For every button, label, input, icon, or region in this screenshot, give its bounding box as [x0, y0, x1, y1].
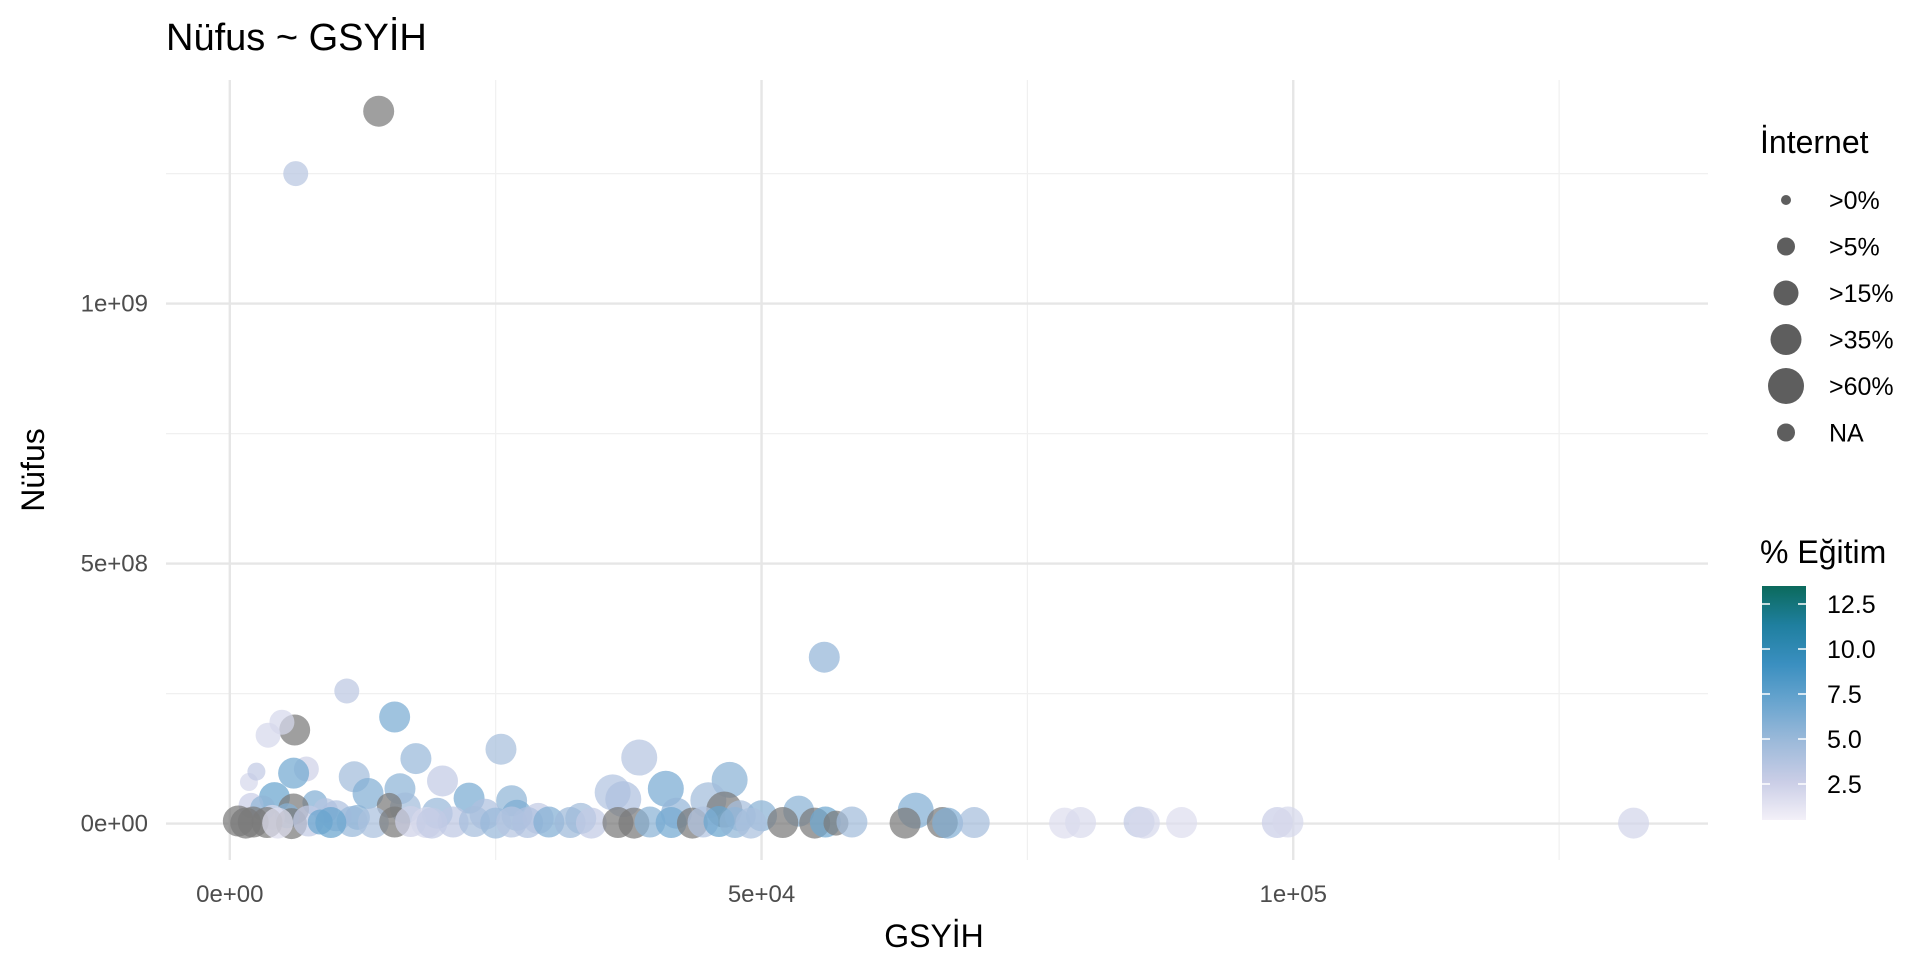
size-legend-label: >15% — [1829, 280, 1894, 308]
scatter-point — [247, 762, 266, 781]
scatter-point — [426, 765, 458, 797]
x-tick-label: 1e+05 — [1260, 881, 1327, 908]
size-legend-label: >35% — [1829, 327, 1894, 355]
scatter-point — [352, 777, 384, 809]
scatter-point — [485, 733, 517, 765]
color-legend-label: 5.0 — [1827, 726, 1862, 754]
data-points — [222, 95, 1650, 840]
x-tick-label: 0e+00 — [196, 881, 263, 908]
scatter-point — [379, 701, 411, 733]
size-legend: İnternet >0% >5% >15% >35% >60% NA — [1760, 124, 1894, 448]
y-tick-label: 0e+00 — [81, 811, 148, 838]
y-tick-label: 5e+08 — [81, 551, 148, 578]
size-legend-key — [1773, 280, 1799, 306]
scatter-point — [647, 770, 684, 807]
scatter-point — [932, 807, 964, 839]
size-legend-label: NA — [1829, 420, 1864, 448]
scatter-point — [958, 807, 990, 839]
color-legend-label: 7.5 — [1827, 681, 1862, 709]
size-legend-title: İnternet — [1760, 124, 1869, 160]
scatter-point — [416, 807, 448, 839]
scatter-point — [1272, 806, 1304, 838]
size-legend-label: >5% — [1829, 234, 1880, 262]
x-axis-ticks: 0e+00 5e+04 1e+05 — [196, 881, 1327, 908]
scatter-point — [889, 807, 921, 839]
color-legend-label: 10.0 — [1827, 636, 1876, 664]
scatter-point — [283, 161, 309, 187]
size-legend-label: >60% — [1829, 373, 1894, 401]
scatter-point — [621, 739, 658, 776]
size-legend-key — [1777, 237, 1795, 256]
x-axis-title: GSYİH — [884, 918, 984, 954]
y-tick-label: 1e+09 — [81, 291, 148, 318]
y-axis-ticks: 0e+00 5e+08 1e+09 — [81, 291, 148, 838]
size-legend-key — [1770, 324, 1802, 355]
y-axis-title: Nüfus — [15, 428, 51, 512]
scatter-point — [400, 743, 432, 775]
scatter-point — [1166, 807, 1198, 839]
size-legend-key — [1781, 195, 1791, 205]
color-legend-label: 12.5 — [1827, 591, 1876, 619]
color-legend-bar — [1762, 586, 1806, 820]
size-legend-key — [1768, 368, 1804, 404]
color-legend: % Eğitim 2.5 5.0 7.5 10.0 12.5 — [1760, 534, 1886, 820]
scatter-point — [278, 757, 310, 789]
chart-title: Nüfus ~ GSYİH — [166, 16, 427, 59]
scatter-point — [363, 95, 395, 127]
scatter-point — [262, 807, 294, 839]
scatter-point — [808, 641, 840, 673]
scatter-point — [1065, 807, 1097, 839]
color-legend-label: 2.5 — [1827, 771, 1862, 799]
size-legend-label: >0% — [1829, 187, 1880, 215]
x-tick-label: 5e+04 — [728, 881, 795, 908]
major-gridlines — [166, 80, 1708, 860]
scatter-point — [230, 807, 262, 839]
minor-gridlines — [166, 80, 1708, 860]
scatter-point — [836, 806, 868, 838]
scatter-point — [255, 722, 281, 748]
scatter-point — [575, 807, 607, 839]
color-legend-title: % Eğitim — [1760, 534, 1886, 570]
scatter-point — [315, 807, 347, 839]
size-legend-key — [1777, 423, 1795, 442]
scatter-point — [334, 678, 360, 704]
scatter-point — [735, 807, 767, 839]
scatter-point — [1128, 807, 1160, 839]
scatter-point — [767, 807, 799, 839]
scatter-point — [1618, 807, 1650, 839]
